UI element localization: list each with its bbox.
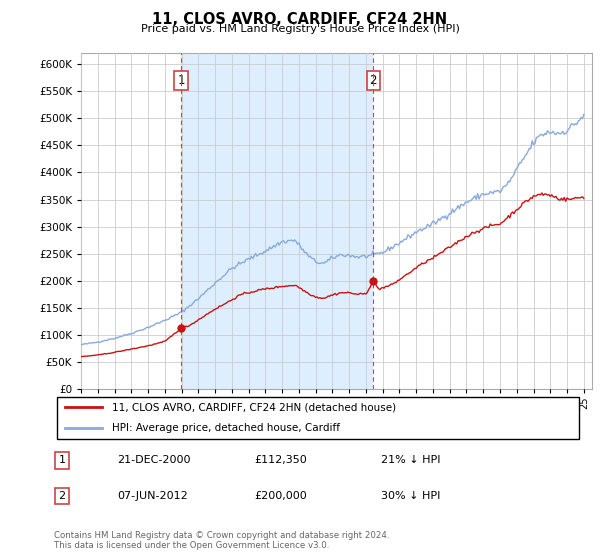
Text: 21-DEC-2000: 21-DEC-2000 (118, 455, 191, 465)
Text: 11, CLOS AVRO, CARDIFF, CF24 2HN: 11, CLOS AVRO, CARDIFF, CF24 2HN (152, 12, 448, 27)
Text: £200,000: £200,000 (254, 491, 307, 501)
Text: 07-JUN-2012: 07-JUN-2012 (118, 491, 188, 501)
Text: HPI: Average price, detached house, Cardiff: HPI: Average price, detached house, Card… (112, 423, 340, 433)
Text: 30% ↓ HPI: 30% ↓ HPI (382, 491, 441, 501)
Text: £112,350: £112,350 (254, 455, 307, 465)
Bar (181, 53, 373, 389)
Text: Price paid vs. HM Land Registry's House Price Index (HPI): Price paid vs. HM Land Registry's House … (140, 24, 460, 34)
Text: 1: 1 (58, 455, 65, 465)
Text: Contains HM Land Registry data © Crown copyright and database right 2024.
This d: Contains HM Land Registry data © Crown c… (54, 530, 389, 550)
Text: 2: 2 (58, 491, 65, 501)
Text: 2: 2 (370, 74, 377, 87)
FancyBboxPatch shape (56, 396, 580, 439)
Text: 21% ↓ HPI: 21% ↓ HPI (382, 455, 441, 465)
Text: 1: 1 (178, 74, 185, 87)
Text: 11, CLOS AVRO, CARDIFF, CF24 2HN (detached house): 11, CLOS AVRO, CARDIFF, CF24 2HN (detach… (112, 402, 396, 412)
